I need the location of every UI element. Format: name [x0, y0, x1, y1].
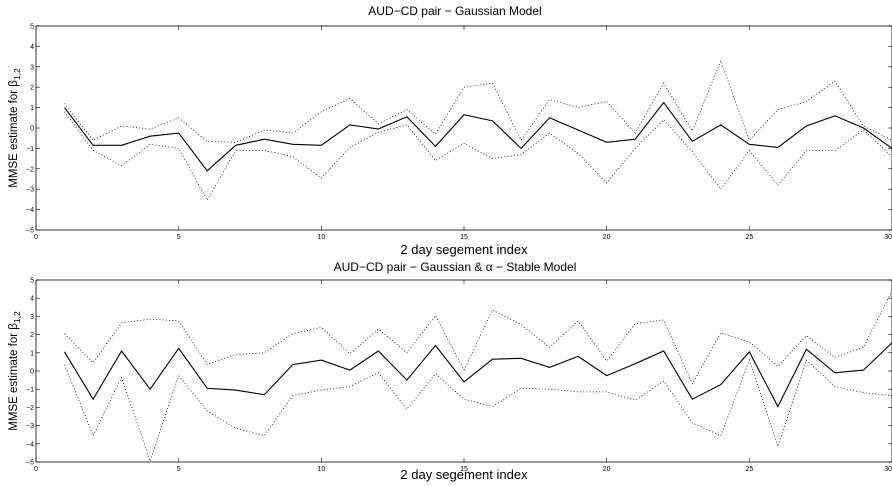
y-tick-label: −4: [26, 441, 34, 448]
x-tick-label: 25: [745, 466, 753, 473]
x-tick-label: 20: [603, 466, 611, 473]
y-tick-label: 5: [30, 24, 34, 31]
y-tick-label: 4: [30, 44, 34, 51]
y-tick-label: −2: [26, 166, 34, 173]
x-tick-label: 10: [317, 234, 325, 241]
x-axis-label: 2 day segement index: [400, 467, 528, 482]
chart-title: AUD−CD pair − Gaussian Model: [368, 4, 541, 18]
x-tick-label: 0: [34, 234, 38, 241]
x-tick-label: 25: [745, 234, 753, 241]
y-tick-label: −3: [26, 187, 34, 194]
x-tick-label: 15: [460, 234, 468, 241]
y-tick-label: 2: [30, 85, 34, 92]
y-tick-label: 1: [30, 105, 34, 112]
series-line-lower: [64, 111, 892, 202]
y-tick-label: −5: [26, 228, 34, 235]
x-tick-label: 30: [884, 234, 892, 241]
chart-title: AUD−CD pair − Gaussian & α − Stable Mode…: [334, 260, 577, 274]
y-tick-label: 0: [30, 369, 34, 376]
y-tick-label: −1: [26, 146, 34, 153]
data-series: [64, 59, 892, 202]
data-series: [64, 290, 892, 463]
y-tick-label: −2: [26, 405, 34, 412]
y-tick-label: −3: [26, 423, 34, 430]
series-line-upper: [64, 59, 892, 143]
y-tick-label: 2: [30, 332, 34, 339]
y-tick-label: 5: [30, 278, 34, 285]
y-axis-label-main: MMSE estimate for β: [8, 323, 20, 431]
axes-frame: [35, 25, 892, 231]
x-tick-label: 0: [34, 466, 38, 473]
panel-gaussian-alpha-stable: AUD−CD pair − Gaussian & α − Stable Mode…: [8, 260, 892, 482]
x-tick-label: 15: [460, 466, 468, 473]
y-tick-label: −5: [26, 460, 34, 467]
y-tick-label: 3: [30, 314, 34, 321]
y-axis-label-main: MMSE estimate for β: [8, 80, 20, 188]
series-line-estimate: [64, 342, 892, 408]
y-axis-label: MMSE estimate for β1,2: [8, 311, 22, 431]
series-line-upper: [64, 290, 892, 385]
y-tick-label: 3: [30, 64, 34, 71]
y-axis-label-subscript: 1,2: [12, 311, 22, 323]
y-tick-label: −4: [26, 207, 34, 214]
x-tick-label: 10: [317, 466, 325, 473]
x-axis-label: 2 day segement index: [400, 242, 528, 257]
y-axis-label: MMSE estimate for β1,2: [8, 68, 22, 188]
x-tick-label: 5: [177, 234, 181, 241]
y-tick-label: −1: [26, 387, 34, 394]
x-tick-label: 5: [177, 466, 181, 473]
y-tick-label: 1: [30, 350, 34, 357]
series-line-estimate: [64, 101, 892, 172]
axes-frame: [35, 279, 892, 463]
y-tick-label: 0: [30, 126, 34, 133]
x-tick-label: 30: [884, 466, 892, 473]
panel-gaussian: AUD−CD pair − Gaussian Model 0 5 10 15 20 25 3…: [8, 4, 892, 257]
x-tick-label: 20: [603, 234, 611, 241]
series-line-lower: [64, 358, 892, 463]
y-axis-label-subscript: 1,2: [12, 68, 22, 80]
y-tick-label: 4: [30, 296, 34, 303]
